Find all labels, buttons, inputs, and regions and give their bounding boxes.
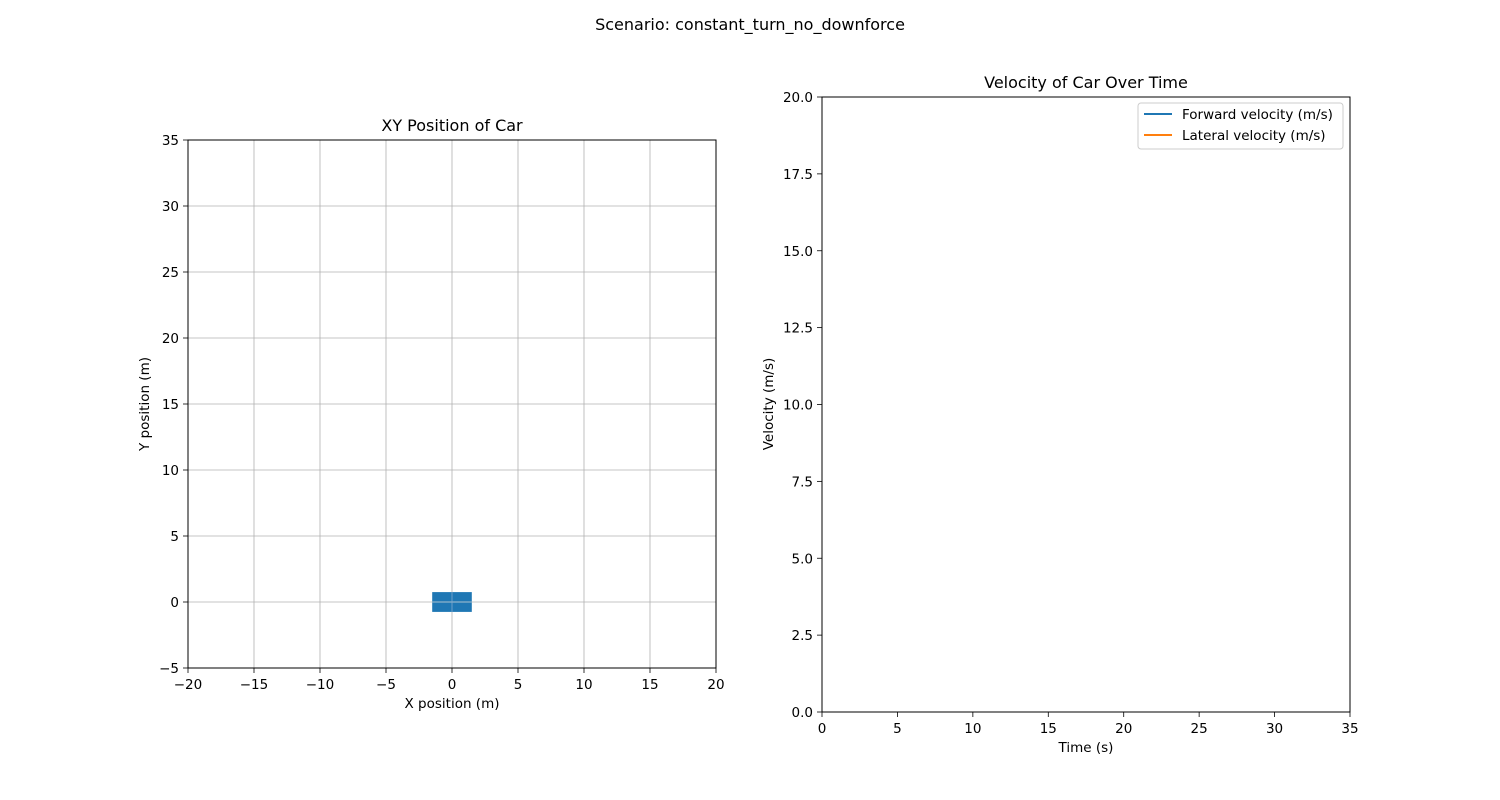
velocity-tick-label-y: 12.5 [783,321,813,337]
velocity-ticks: 0 5 10 15 20 25 30 35 0.0 2.5 5.0 7.5 10.0 12.5 15.0 17… [783,90,1359,737]
xy-tick-label-y: 10 [162,463,179,479]
figure-suptitle: Scenario: constant_turn_no_downforce [595,15,905,35]
xy-tick-label-x: −15 [240,677,269,693]
velocity-tick-label-x: 10 [964,721,981,737]
velocity-tick-label-x: 15 [1040,721,1057,737]
xy-tick-label-x: −10 [306,677,335,693]
xy-position-axes: XY Position of Car −20 −15 −10 −5 0 5 10 15 20 −5… [137,116,725,712]
xy-tick-label-y: 25 [162,265,179,281]
xy-x-axis-label: X position (m) [405,696,500,712]
xy-chart-title: XY Position of Car [381,116,523,135]
xy-tick-label-y: 30 [162,199,179,215]
xy-tick-label-y: 5 [170,529,179,545]
xy-tick-label-y: 0 [170,595,179,611]
xy-ticks: −20 −15 −10 −5 0 5 10 15 20 −5 0 5 10 15 20 25 30 35 [159,133,725,693]
velocity-tick-label-x: 20 [1115,721,1132,737]
xy-tick-label-y: −5 [159,661,179,677]
velocity-tick-label-y: 20.0 [783,90,813,106]
xy-tick-label-x: −5 [376,677,396,693]
velocity-tick-label-x: 5 [893,721,902,737]
legend-label-forward: Forward velocity (m/s) [1182,107,1333,123]
xy-grid [187,139,717,669]
velocity-x-axis-label: Time (s) [1058,740,1114,756]
velocity-tick-label-y: 15.0 [783,244,813,260]
xy-data [432,592,472,612]
xy-y-axis-label: Y position (m) [137,357,153,452]
velocity-tick-label-x: 25 [1191,721,1208,737]
xy-tick-label-x: 15 [641,677,658,693]
velocity-legend: Forward velocity (m/s) Lateral velocity … [1137,102,1344,150]
xy-tick-label-x: 5 [514,677,523,693]
legend-label-lateral: Lateral velocity (m/s) [1182,128,1326,144]
xy-tick-label-x: 20 [707,677,724,693]
xy-tick-label-x: −20 [174,677,203,693]
velocity-axes: Velocity of Car Over Time 0 5 10 15 20 25 30 35… [761,73,1359,756]
velocity-plot-frame [821,96,1351,713]
velocity-y-axis-label: Velocity (m/s) [761,358,777,451]
velocity-tick-label-y: 2.5 [792,628,813,644]
velocity-tick-label-y: 5.0 [792,551,813,567]
velocity-tick-label-y: 10.0 [783,398,813,414]
velocity-tick-label-x: 35 [1341,721,1358,737]
xy-tick-label-x: 0 [448,677,457,693]
velocity-tick-label-x: 0 [818,721,827,737]
xy-tick-label-y: 15 [162,397,179,413]
velocity-tick-label-y: 7.5 [792,474,813,490]
xy-tick-label-y: 20 [162,331,179,347]
xy-tick-label-x: 10 [575,677,592,693]
velocity-chart-title: Velocity of Car Over Time [984,73,1188,92]
legend-box [1137,102,1344,150]
xy-tick-label-y: 35 [162,133,179,149]
velocity-tick-label-y: 0.0 [792,705,813,721]
velocity-tick-label-y: 17.5 [783,167,813,183]
velocity-tick-label-x: 30 [1266,721,1283,737]
